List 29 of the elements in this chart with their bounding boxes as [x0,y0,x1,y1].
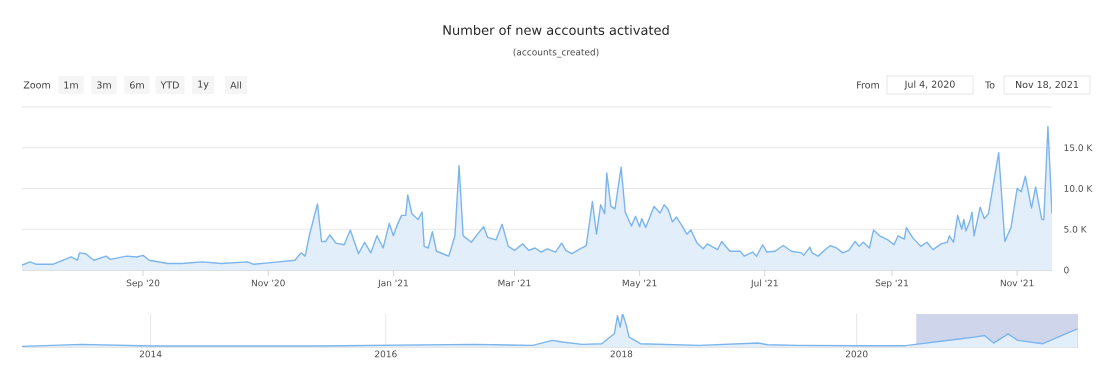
x-tick-label: Mar '21 [498,279,531,287]
x-tick-label: Nov '21 [1000,279,1034,287]
text: From [857,81,879,89]
x-tick-label: Jan '21 [377,279,408,289]
x-tick-label: 2014 [139,350,162,358]
text: To [984,81,995,89]
x-tick-label: Sep '20 [126,279,160,289]
chart-subtitle: (accounts_created) [513,48,599,58]
text: 3m [97,81,111,89]
y-tick-label: 0 [1064,266,1069,274]
y-tick-label: 10.0 K [1064,185,1093,192]
y-tick-label: 15.0 K [1064,144,1093,152]
x-tick-label: 2020 [845,350,868,358]
x-tick-label: Sep '21 [875,279,909,289]
text: 1y [198,80,209,90]
chart-title: Number of new accounts activated [443,24,669,36]
text: 1m [64,81,78,89]
y-tick-label: 5.0 K [1064,225,1087,233]
x-tick-label: Nov '20 [251,279,285,287]
x-tick-label: May '21 [622,279,657,289]
text: Nov 18, 2021 [1016,80,1079,90]
text: Jul 4, 2020 [904,80,955,90]
x-tick-label: 2016 [375,350,397,358]
text: YTD [160,81,179,89]
text: All [230,81,242,89]
text: Zoom [23,81,50,89]
text: 6m [130,81,144,89]
x-tick-label: Jul '21 [750,279,778,289]
x-tick-label: 2018 [610,350,633,358]
